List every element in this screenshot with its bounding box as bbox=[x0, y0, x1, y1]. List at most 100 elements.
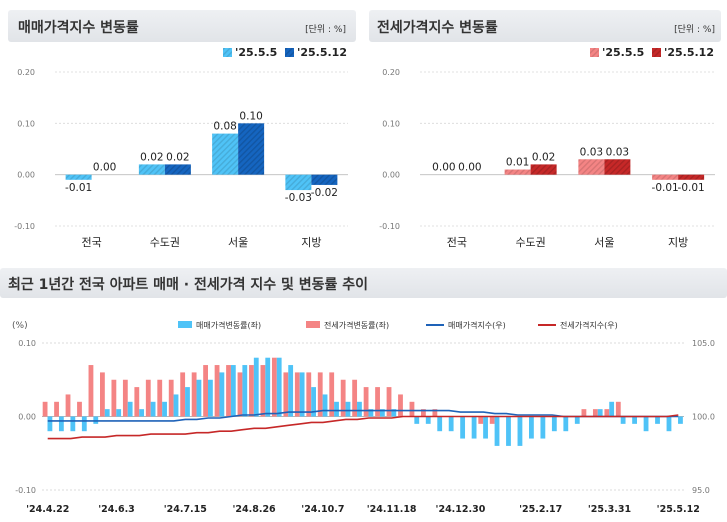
bar bbox=[345, 401, 351, 417]
legend-swatch bbox=[306, 321, 320, 328]
x-tick-label: '24.7.15 bbox=[164, 504, 207, 515]
bar bbox=[368, 409, 374, 417]
bar bbox=[208, 379, 213, 417]
y-right-tick-label: 100.0 bbox=[692, 413, 715, 422]
data-label: -0.02 bbox=[311, 187, 338, 199]
sale-bar-chart: 0.200.100.00-0.10'25.5.5'25.5.12-0.010.0… bbox=[14, 46, 348, 249]
bar bbox=[581, 409, 587, 417]
x-tick-label: '24.11.18 bbox=[367, 504, 417, 515]
x-tick-label: '24.12.30 bbox=[436, 504, 486, 515]
bar bbox=[311, 174, 338, 185]
bar bbox=[592, 409, 598, 417]
legend-label: '25.5.12 bbox=[664, 46, 714, 59]
bar bbox=[116, 409, 122, 417]
data-label: 0.01 bbox=[506, 157, 529, 169]
bar bbox=[620, 416, 626, 424]
bar bbox=[529, 416, 534, 439]
y-tick-label: -0.10 bbox=[379, 222, 400, 231]
data-label: 0.02 bbox=[166, 151, 189, 163]
bar bbox=[168, 379, 174, 417]
x-tick-label: 지방 bbox=[668, 236, 688, 249]
bar bbox=[574, 416, 580, 424]
data-label: -0.03 bbox=[285, 192, 312, 204]
legend-label: 매매가격변동률(좌) bbox=[196, 320, 261, 330]
bar bbox=[306, 372, 312, 417]
bar bbox=[421, 409, 426, 417]
bar bbox=[249, 365, 254, 417]
bar bbox=[299, 372, 305, 417]
jeonse-panel-unit: [단위 : %] bbox=[674, 25, 715, 35]
x-tick-label: 전국 bbox=[82, 236, 102, 249]
bar bbox=[139, 409, 145, 417]
data-label: 0.03 bbox=[580, 146, 603, 158]
data-label: 0.00 bbox=[93, 162, 116, 174]
y-right-tick-label: 105.0 bbox=[692, 339, 715, 348]
legend-label: 전세가격지수(우) bbox=[560, 320, 618, 330]
bar bbox=[655, 416, 660, 424]
sale-panel-title: 매매가격지수 변동률 bbox=[18, 20, 139, 36]
trend-combo-chart: (%) 0.10 0.00 -0.10 105.0 100.0 95.0 매매가격변동률(좌)… bbox=[12, 320, 715, 515]
bar bbox=[191, 372, 197, 417]
y-tick-label: -0.10 bbox=[14, 222, 35, 231]
bar bbox=[127, 401, 133, 417]
bar bbox=[483, 416, 488, 439]
x-tick-label: '24.10.7 bbox=[301, 504, 344, 515]
bar bbox=[317, 372, 323, 417]
bar bbox=[632, 416, 637, 424]
y-tick-label: 0.00 bbox=[17, 171, 35, 180]
bar bbox=[340, 379, 346, 417]
bar bbox=[379, 409, 385, 417]
bar bbox=[185, 387, 190, 417]
bar bbox=[448, 416, 454, 432]
sale-panel-header bbox=[8, 10, 356, 42]
bar bbox=[478, 416, 484, 424]
bar bbox=[506, 416, 511, 446]
bar bbox=[173, 394, 179, 417]
y-tick-label: 0.10 bbox=[382, 119, 400, 128]
data-label: 0.10 bbox=[239, 110, 262, 122]
bar bbox=[145, 379, 151, 417]
bar bbox=[212, 133, 239, 175]
bar bbox=[329, 372, 335, 417]
bar bbox=[494, 416, 500, 446]
y-tick-label: 0.00 bbox=[382, 171, 400, 180]
bar bbox=[604, 159, 631, 175]
data-label: 0.08 bbox=[213, 121, 236, 133]
y-tick-label: 0.20 bbox=[382, 68, 400, 77]
bar bbox=[100, 372, 105, 417]
legend-label: '25.5.5 bbox=[602, 46, 644, 59]
bar bbox=[294, 372, 300, 417]
sale-panel-unit: [단위 : %] bbox=[305, 25, 346, 35]
x-tick-label: '25.2.17 bbox=[519, 504, 562, 515]
bar bbox=[237, 372, 243, 417]
x-tick-label: '25.3.31 bbox=[588, 504, 631, 515]
bar bbox=[203, 365, 209, 417]
bar bbox=[551, 416, 557, 432]
bar bbox=[271, 357, 277, 417]
y-left-tick-label: 0.00 bbox=[18, 413, 36, 422]
bar bbox=[471, 416, 477, 439]
bar bbox=[58, 416, 64, 432]
bar bbox=[678, 416, 683, 424]
bar bbox=[265, 357, 271, 417]
data-label: -0.01 bbox=[678, 182, 705, 194]
y-tick-label: 0.10 bbox=[17, 119, 35, 128]
legend-swatch bbox=[590, 48, 599, 57]
bar bbox=[322, 394, 328, 417]
bar bbox=[260, 365, 266, 417]
bar bbox=[604, 409, 610, 417]
bar bbox=[65, 394, 71, 417]
bar bbox=[283, 372, 289, 417]
x-tick-label: 수도권 bbox=[150, 236, 180, 249]
jeonse-panel-header bbox=[369, 10, 721, 42]
legend-label: '25.5.5 bbox=[235, 46, 277, 59]
bar bbox=[597, 409, 603, 417]
data-label: 0.03 bbox=[606, 146, 629, 158]
bar bbox=[180, 372, 186, 417]
bar bbox=[219, 372, 225, 417]
bar bbox=[489, 416, 495, 424]
bar bbox=[363, 387, 369, 417]
x-tick-label: '24.6.3 bbox=[98, 504, 135, 515]
data-label: 0.02 bbox=[532, 151, 555, 163]
legend-label: 매매가격지수(우) bbox=[448, 320, 506, 330]
